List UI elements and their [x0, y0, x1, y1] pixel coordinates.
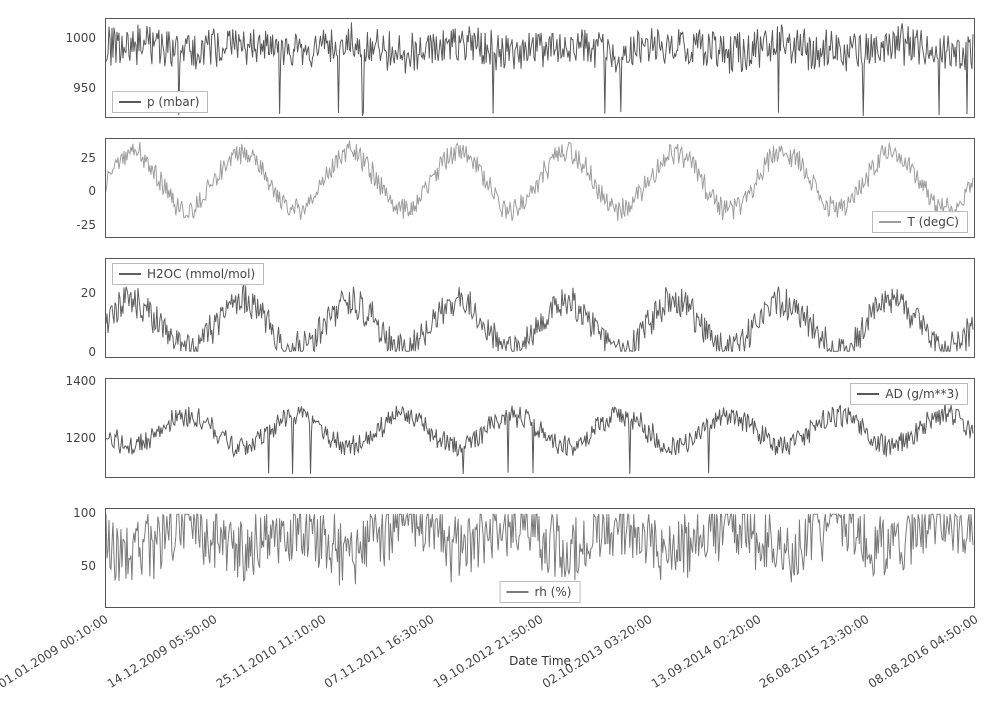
- y-tick: 20: [81, 286, 96, 300]
- x-tick: 07.11.2011 16:30:00: [322, 612, 437, 691]
- y-tick: 50: [81, 559, 96, 573]
- panel-4: rh (%): [105, 508, 975, 608]
- legend-4: rh (%): [500, 581, 581, 603]
- y-axis-3: 12001400: [10, 378, 100, 478]
- legend-1: T (degC): [872, 211, 968, 233]
- x-tick: 14.12.2009 05:50:00: [105, 612, 220, 691]
- y-axis-2: 0 20: [10, 258, 100, 358]
- y-tick: 950: [73, 81, 96, 95]
- legend-label: AD (g/m**3): [885, 387, 959, 401]
- x-tick: 26.08.2015 23:30:00: [757, 612, 872, 691]
- legend-label: p (mbar): [147, 95, 199, 109]
- x-axis-title: Date Time: [509, 654, 571, 668]
- legend-label: H2OC (mmol/mol): [147, 267, 255, 281]
- y-tick: 1000: [65, 31, 96, 45]
- series-line-4: [106, 514, 973, 585]
- y-tick: 0: [88, 345, 96, 359]
- legend-2: H2OC (mmol/mol): [112, 263, 264, 285]
- y-axis-0: 950 1000: [10, 18, 100, 118]
- legend-swatch: [857, 393, 879, 395]
- legend-swatch: [119, 101, 141, 103]
- x-tick: 08.08.2016 04:50:00: [866, 612, 981, 691]
- y-tick: 100: [73, 506, 96, 520]
- x-axis: 01.01.2009 00:10:0014.12.2009 05:50:0025…: [105, 608, 975, 678]
- y-axis-4: 50 100: [10, 508, 100, 608]
- time-series-figure: 950 1000 p (mbar) -25 0 25 T (degC) 0 20 H2OC (mm…: [10, 10, 990, 717]
- series-line-3: [106, 404, 973, 475]
- y-tick: 0: [88, 184, 96, 198]
- panel-2: H2OC (mmol/mol): [105, 258, 975, 358]
- series-line-0: [106, 22, 973, 116]
- legend-swatch: [119, 273, 141, 275]
- legend-label: T (degC): [907, 215, 959, 229]
- series-line-1: [106, 141, 973, 221]
- legend-3: AD (g/m**3): [850, 383, 968, 405]
- x-tick: 19.10.2012 21:50:00: [431, 612, 546, 691]
- x-tick: 01.01.2009 00:10:00: [0, 612, 110, 691]
- panel-3: AD (g/m**3): [105, 378, 975, 478]
- legend-swatch: [507, 591, 529, 593]
- y-tick: 25: [81, 151, 96, 165]
- series-line-2: [106, 285, 973, 352]
- x-tick: 25.11.2010 11:10:00: [213, 612, 328, 691]
- legend-0: p (mbar): [112, 91, 208, 113]
- panel-0: p (mbar): [105, 18, 975, 118]
- y-axis-1: -25 0 25: [10, 138, 100, 238]
- legend-swatch: [879, 221, 901, 223]
- y-tick: 1200: [65, 431, 96, 445]
- y-tick: -25: [76, 218, 96, 232]
- panel-1: T (degC): [105, 138, 975, 238]
- legend-label: rh (%): [535, 585, 572, 599]
- x-tick: 02.10.2013 03:20:00: [540, 612, 655, 691]
- y-tick: 1400: [65, 374, 96, 388]
- x-tick: 13.09.2014 02:20:00: [648, 612, 763, 691]
